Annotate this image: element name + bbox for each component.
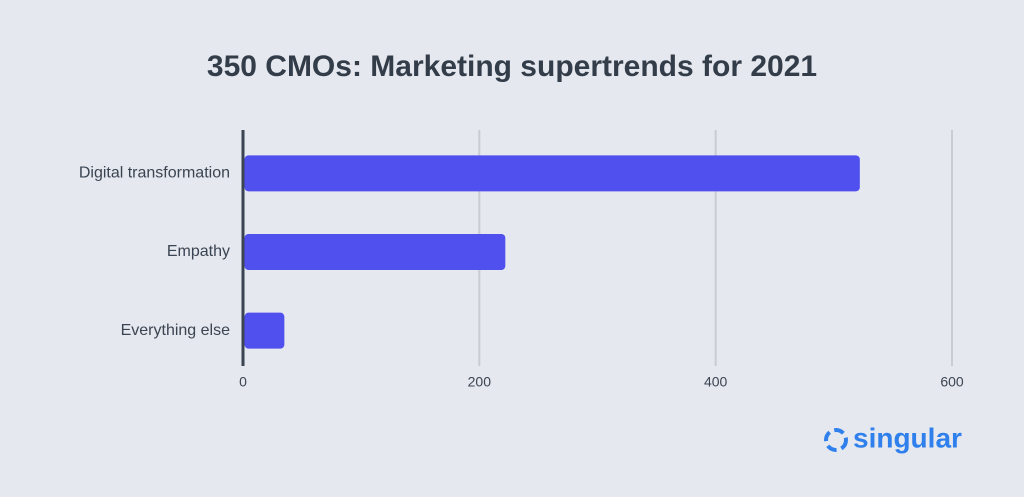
brand-name: singular [853, 422, 962, 453]
bar [244, 312, 285, 349]
x-tick-label: 0 [239, 374, 247, 390]
bar [244, 155, 860, 192]
bar [244, 234, 506, 270]
brand-icon [824, 428, 848, 452]
x-tick-label: 600 [940, 374, 964, 390]
y-tick-label: Empathy [167, 243, 230, 260]
y-tick-label: Digital transformation [79, 165, 230, 182]
x-tick-label: 200 [468, 374, 492, 390]
x-tick-label: 400 [704, 374, 728, 390]
brand-logo: singular [824, 422, 962, 453]
y-tick-label: Everything else [121, 322, 230, 339]
chart-title: 350 CMOs: Marketing supertrends for 2021 [207, 50, 817, 83]
